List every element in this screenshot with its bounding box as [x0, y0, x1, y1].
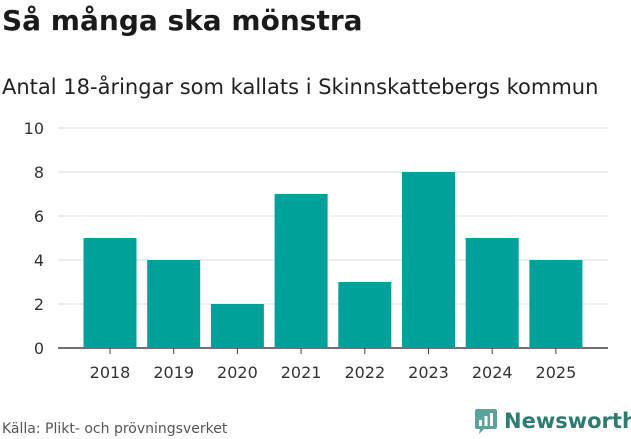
x-tick-label: 2018: [90, 363, 131, 382]
bar-chart: 0 2 4 6 8 10 2018 2019 2020 2021 2022 2023 2024 2025: [24, 119, 608, 382]
x-tick-label: 2023: [408, 363, 449, 382]
bar-2019: [147, 260, 201, 348]
bar-2018: [83, 238, 137, 348]
y-tick-label: 2: [34, 295, 44, 314]
source-note: Källa: Plikt- och prövningsverket: [2, 421, 228, 437]
y-tick-label: 0: [34, 339, 44, 358]
bar-2025: [529, 260, 583, 348]
x-tick-label: 2019: [153, 363, 194, 382]
y-tick-label: 6: [34, 207, 44, 226]
newsworthy-logo-icon: [475, 409, 497, 434]
chart-title: Så många ska mönstra: [2, 4, 363, 37]
bars: [83, 172, 583, 348]
gridlines: [58, 127, 608, 349]
y-tick-label: 10: [24, 119, 44, 138]
bar-2022: [338, 282, 392, 348]
bar-2024: [465, 238, 519, 348]
bar-2023: [402, 172, 455, 348]
newsworthy-logo-text: Newsworthy: [504, 409, 631, 433]
y-axis-ticks: 0 2 4 6 8 10: [24, 119, 44, 358]
x-axis-ticks: 2018 2019 2020 2021 2022 2023 2024 2025: [90, 348, 577, 382]
newsworthy-logo: Newsworthy: [474, 405, 631, 437]
x-tick-label: 2025: [536, 363, 577, 382]
x-tick-label: 2021: [281, 363, 322, 382]
bar-2020: [210, 304, 264, 348]
y-tick-label: 4: [34, 251, 44, 270]
x-tick-label: 2020: [217, 363, 258, 382]
y-tick-label: 8: [34, 163, 44, 182]
x-tick-label: 2022: [344, 363, 385, 382]
bar-2021: [274, 194, 328, 348]
chart-subtitle: Antal 18-åringar som kallats i Skinnskat…: [2, 75, 599, 99]
x-tick-label: 2024: [472, 363, 513, 382]
